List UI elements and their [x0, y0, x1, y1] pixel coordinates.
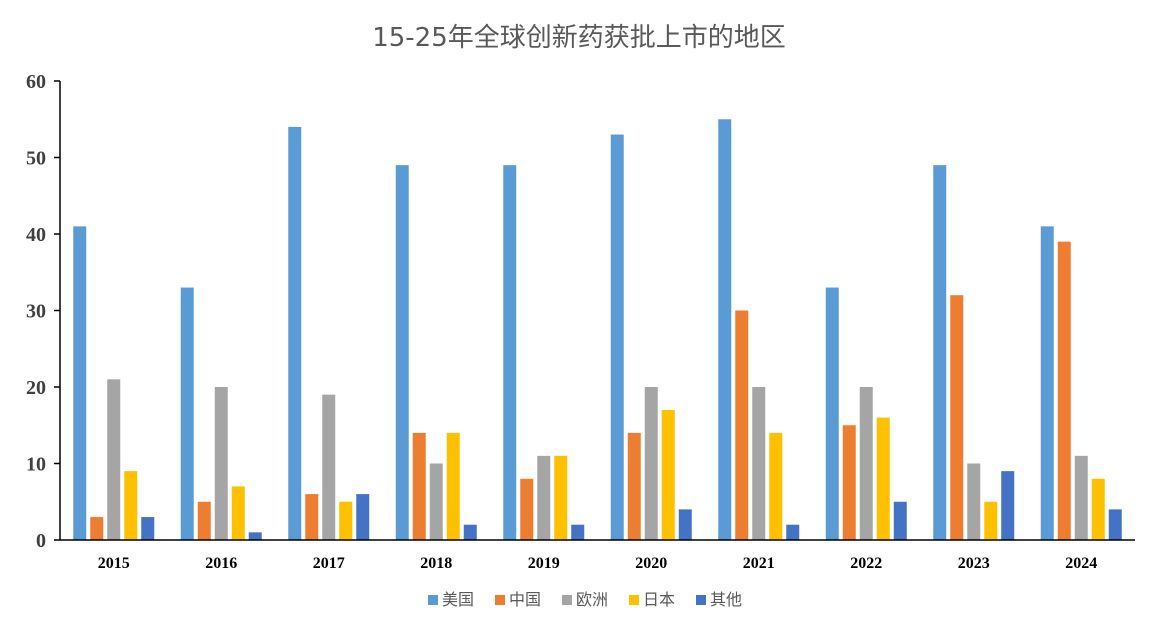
bar-2024-欧洲 [1074, 455, 1088, 540]
bar-2019-美国 [503, 165, 517, 540]
legend-label: 美国 [442, 590, 474, 609]
chart-title: 15-25年全球创新药获批上市的地区 [372, 23, 786, 53]
legend-label: 日本 [643, 590, 675, 609]
bar-2023-欧洲 [967, 463, 981, 540]
bar-2019-中国 [520, 478, 534, 540]
bar-2021-美国 [718, 119, 732, 540]
bar-2018-日本 [446, 432, 460, 540]
bar-2018-中国 [412, 432, 426, 540]
bar-2016-中国 [197, 501, 211, 540]
bar-2020-欧洲 [644, 387, 658, 540]
bar-2017-其他 [356, 494, 370, 540]
y-tick-label: 50 [26, 148, 46, 170]
bar-2021-其他 [786, 524, 800, 540]
legend-swatch [629, 595, 639, 605]
bar-2016-日本 [231, 486, 245, 540]
x-tick-label: 2016 [205, 555, 237, 572]
bar-2022-美国 [825, 287, 839, 540]
x-tick-label: 2017 [313, 555, 345, 572]
bar-2020-其他 [678, 509, 692, 540]
bar-2018-欧洲 [429, 463, 443, 540]
bar-2017-欧洲 [322, 394, 336, 540]
bar-2022-其他 [893, 501, 907, 540]
x-tick-label: 2021 [743, 555, 775, 572]
x-tick-label: 2020 [635, 555, 667, 572]
bar-2019-其他 [571, 524, 585, 540]
x-axis-ticks: 2015 2016 2017 2018 2019 2020 2021 2022 2023 2024 [98, 555, 1098, 572]
bar-2022-欧洲 [859, 387, 873, 540]
bar-2015-欧洲 [107, 379, 121, 540]
bar-2018-其他 [463, 524, 477, 540]
bar-2018-美国 [395, 165, 409, 540]
bars [73, 119, 1122, 541]
bar-2021-欧洲 [752, 387, 766, 540]
bar-2021-日本 [769, 432, 783, 540]
legend-label: 中国 [509, 590, 541, 609]
legend-label: 欧洲 [576, 590, 608, 609]
bar-2024-日本 [1091, 478, 1105, 540]
x-tick-label: 2023 [958, 555, 990, 572]
y-tick-label: 20 [26, 377, 46, 399]
legend: 美国 中国 欧洲 日本 其他 [428, 590, 742, 609]
y-tick-label: 0 [36, 530, 46, 552]
legend-swatch [696, 595, 706, 605]
bar-2017-美国 [288, 126, 302, 541]
bar-2024-其他 [1108, 509, 1122, 540]
bar-2024-美国 [1040, 226, 1054, 540]
bar-2020-美国 [610, 134, 624, 541]
legend-label: 其他 [710, 590, 742, 609]
bar-2022-中国 [842, 425, 856, 540]
y-tick-label: 10 [26, 454, 46, 476]
y-axis-ticks: 0 10 20 30 40 50 60 [26, 71, 60, 552]
x-tick-label: 2018 [420, 555, 452, 572]
bar-2024-中国 [1057, 241, 1071, 540]
bar-2016-美国 [180, 287, 194, 540]
legend-swatch [562, 595, 572, 605]
bar-2023-其他 [1001, 471, 1015, 540]
bar-2017-日本 [339, 501, 353, 540]
bar-2021-中国 [735, 310, 749, 540]
y-tick-label: 40 [26, 224, 46, 246]
bar-2020-日本 [661, 409, 675, 540]
legend-swatch [495, 595, 505, 605]
bar-2015-中国 [90, 517, 104, 540]
bar-2019-欧洲 [537, 455, 551, 540]
x-tick-label: 2022 [850, 555, 882, 572]
bar-2016-欧洲 [214, 387, 228, 540]
bar-2023-日本 [984, 501, 998, 540]
legend-swatch [428, 595, 438, 605]
x-tick-label: 2015 [98, 555, 130, 572]
bar-2015-日本 [124, 471, 138, 540]
bar-2015-其他 [141, 517, 155, 540]
bar-2015-美国 [73, 226, 87, 540]
bar-2017-中国 [305, 494, 319, 540]
bar-2023-中国 [950, 295, 964, 540]
y-tick-label: 30 [26, 301, 46, 323]
y-tick-label: 60 [26, 71, 46, 93]
x-tick-label: 2024 [1065, 555, 1097, 572]
bar-2016-其他 [248, 532, 262, 540]
bar-2020-中国 [627, 432, 641, 540]
bar-2022-日本 [876, 417, 890, 540]
x-tick-label: 2019 [528, 555, 560, 572]
bar-2019-日本 [554, 455, 568, 540]
bar-2023-美国 [933, 165, 947, 540]
